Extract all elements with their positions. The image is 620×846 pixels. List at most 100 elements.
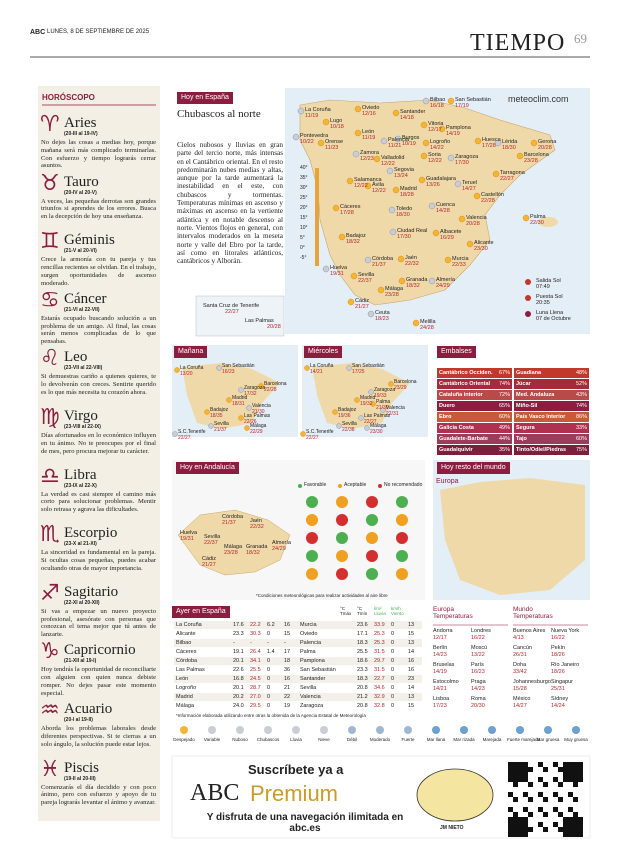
cell: 20.8 [357, 685, 368, 691]
temp: 25/31 [551, 686, 565, 692]
weather-icon [346, 177, 354, 185]
cell: 32.8 [374, 703, 385, 709]
legend-icon [292, 726, 300, 734]
land [299, 99, 556, 306]
row-bg [437, 379, 512, 389]
qr-cell [558, 767, 563, 772]
scale-label: -5° [300, 255, 307, 261]
weather-icon [246, 405, 252, 411]
sun-label: Puesta Sol [536, 294, 563, 300]
cell: 29.7 [374, 658, 385, 664]
qr-cell [558, 812, 563, 817]
city-temp: 23/28 [385, 292, 399, 298]
city-name: Cádiz [355, 298, 370, 304]
cell: 23.3 [233, 631, 244, 637]
temp: 14/19 [433, 669, 447, 675]
sign-dates: (23-X al 21-XI) [64, 541, 97, 548]
city-temp: 10/18 [330, 124, 344, 130]
city-temp: 19/36 [338, 413, 351, 419]
legend-dot [338, 484, 342, 488]
sign-name: Cáncer [64, 290, 107, 307]
city-name: Málaga [224, 544, 243, 550]
qr-cell [568, 807, 573, 812]
reservoir-name: Tinto/Odiel/Piedras [516, 447, 567, 453]
city-name: Cuenca [436, 202, 455, 208]
cell: 25.5 [357, 649, 368, 655]
date: LUNES, 8 DE SEPTIEMBRE DE 2025 [47, 29, 150, 35]
row-bg [174, 702, 298, 710]
activity-icon [336, 514, 348, 526]
qr-cell [573, 772, 578, 777]
ad-product: Premium [250, 781, 339, 806]
city-temp: 23/30 [370, 429, 383, 435]
city-name: Córdoba [222, 514, 244, 520]
cell: - [267, 640, 269, 646]
city-temp: 21/30 [376, 405, 389, 411]
activity-icon [306, 568, 318, 580]
qr-cell [523, 827, 528, 832]
cell: 23.3 [357, 667, 368, 673]
city-name: La Coruña [305, 107, 331, 113]
sign-symbol: ♏︎ [40, 522, 60, 548]
city-name: Granada [406, 277, 428, 283]
sign-name: Libra [64, 466, 97, 483]
weather-icon [367, 310, 375, 318]
tag: Miércoles [304, 346, 342, 358]
tag: Ayer en España [172, 606, 230, 618]
reservoir-value: 74% [576, 403, 588, 409]
sign-text: No dejes las cosas a medias hoy, porque … [41, 139, 156, 170]
temp: 16/22 [551, 635, 565, 641]
reservoir-name: Cataluña interior [439, 392, 483, 398]
city-name: Guadalajara [426, 176, 456, 182]
activity-icon [336, 532, 348, 544]
row-bg [298, 639, 422, 647]
qr-cell [578, 777, 583, 782]
cell: 20.1 [233, 658, 244, 664]
city-name: Ceuta [375, 310, 390, 316]
cell: 27.0 [250, 694, 261, 700]
weather-icon [530, 139, 538, 147]
weather-icon [354, 129, 362, 137]
city-name: Cádiz [202, 556, 217, 562]
temp: 14/23 [433, 652, 447, 658]
tag: Hoy en España [177, 92, 233, 104]
legend-label: Nieve [318, 737, 330, 742]
qr-cell [563, 772, 568, 777]
qr-cell [508, 772, 513, 777]
col-header: °C Tmáx [340, 606, 352, 616]
weather-icon [522, 214, 530, 222]
city-name: Badajoz [346, 233, 366, 239]
qr-cell [573, 817, 578, 822]
reservoir-value: 60% [499, 414, 511, 420]
cell: 0 [267, 685, 271, 691]
cell: 28.7 [250, 685, 261, 691]
city: Singapur [551, 679, 574, 685]
qr-cell [508, 807, 513, 812]
canary-box [195, 295, 285, 337]
reservoir-name: Guadiana [516, 370, 542, 376]
activity-icon [366, 496, 378, 508]
col-header: l/m² Lluvia [374, 606, 386, 616]
temp: 16/22 [471, 635, 485, 641]
cell: - [233, 640, 235, 646]
weather-icon [420, 121, 428, 129]
city-name: Pontevedra [300, 133, 329, 139]
qr-cell [573, 827, 578, 832]
qr-cell [568, 762, 573, 767]
city-name: Ciudad Real [397, 228, 428, 234]
city-name: Sevilla [214, 421, 229, 427]
temp: 14/21 [433, 686, 447, 692]
cell: - [250, 640, 252, 646]
legend-label: Mar gruesa [536, 737, 560, 742]
weather-icon [389, 228, 397, 236]
weather-icon [492, 170, 500, 178]
weather-icon [380, 407, 386, 413]
city-name: Murcia [452, 256, 469, 262]
scale-label: 25° [300, 195, 308, 201]
weather-icon [300, 431, 306, 437]
qr-cell [553, 762, 558, 767]
row-bg [514, 445, 589, 455]
legend-icon [348, 726, 356, 734]
cell: 15 [408, 703, 415, 709]
